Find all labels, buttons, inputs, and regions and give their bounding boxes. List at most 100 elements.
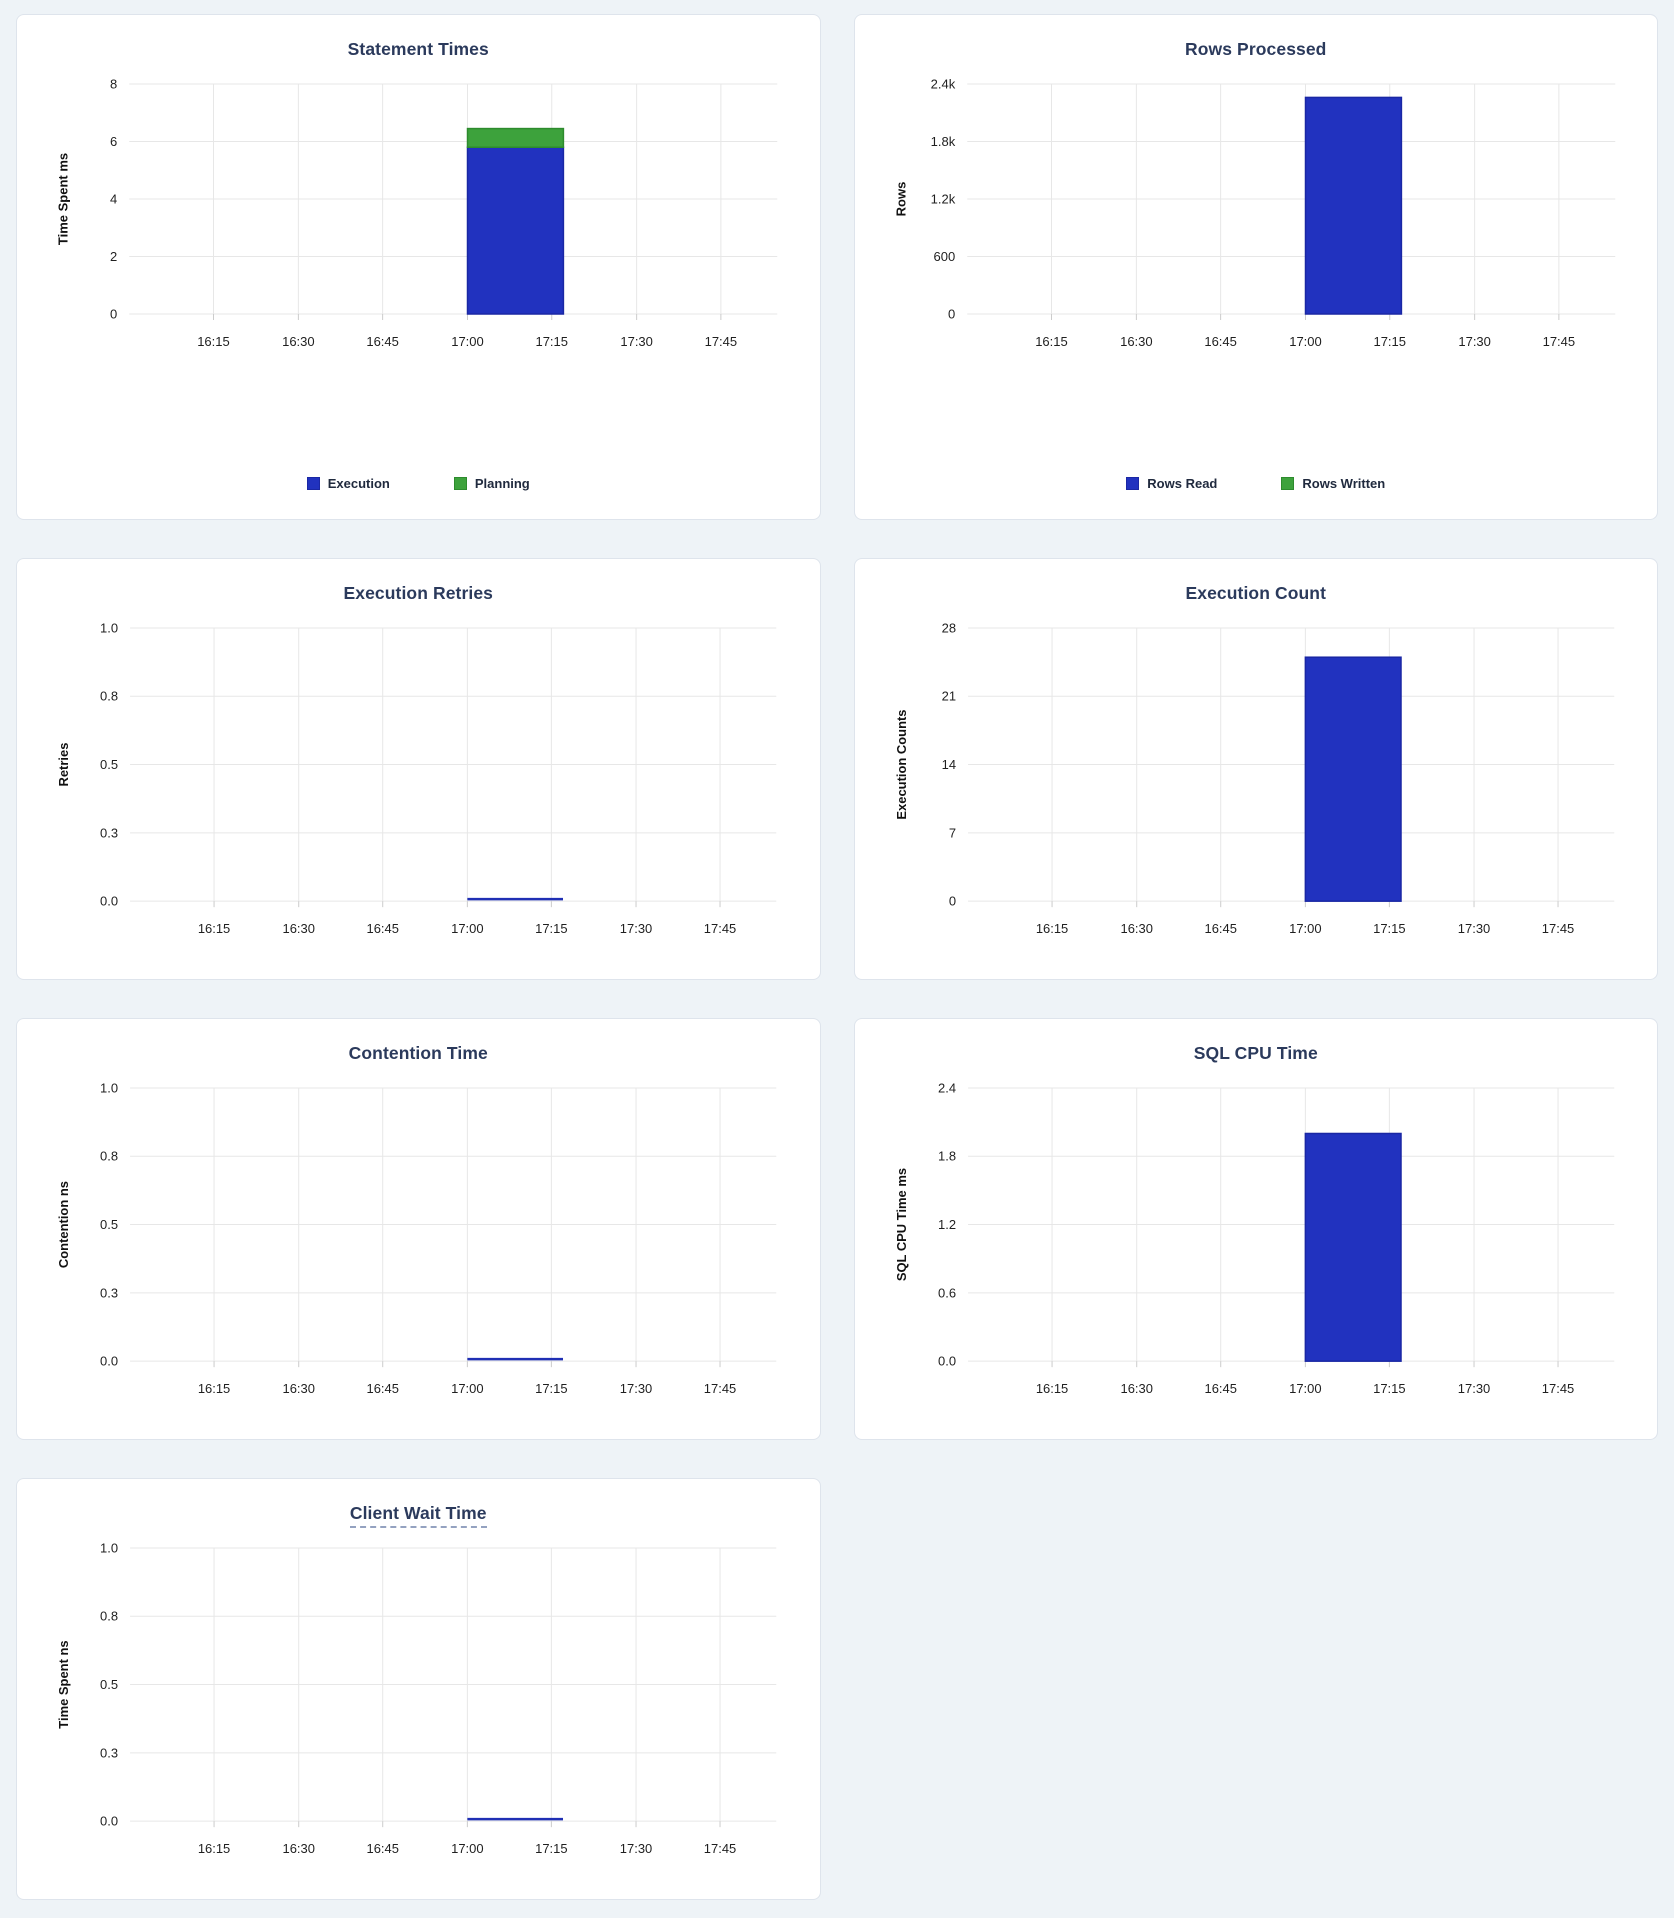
x-tick-label: 17:00 [1289, 1381, 1321, 1396]
y-tick-label: 0.5 [100, 1217, 118, 1232]
gridlines [130, 1087, 777, 1362]
chart-plot-area[interactable] [130, 628, 776, 901]
y-tick-label: 1.2 [938, 1217, 956, 1232]
y-tick-label: 0.5 [100, 1677, 118, 1692]
y-axis-ticks: 0 2 4 6 8 [110, 77, 117, 322]
x-tick-label: 16:15 [198, 1381, 230, 1396]
x-tick-label: 17:30 [1457, 1381, 1489, 1396]
x-tick-label: 17:45 [705, 334, 738, 349]
y-axis-label: Execution Counts [894, 710, 909, 820]
y-tick-label: 1.2k [930, 192, 955, 207]
chart-plot-area[interactable] [968, 628, 1614, 901]
x-tick-label: 16:15 [198, 921, 230, 936]
x-tick-marks [212, 314, 722, 320]
y-tick-label: 0.8 [100, 689, 118, 704]
gridlines [967, 627, 1614, 902]
legend-label: Execution [327, 476, 390, 491]
x-tick-label: 17:45 [704, 921, 736, 936]
gridlines [129, 83, 778, 315]
legend-item-planning[interactable]: Planning [453, 476, 530, 491]
x-tick-label: 17:45 [1541, 921, 1573, 936]
chart-title[interactable]: Client Wait Time [349, 1503, 487, 1528]
chart-svg-sql-cpu-time: 0.0 0.6 1.2 1.8 2.4 16:15 16:30 16:45 17:00 17:15… [894, 1080, 1614, 1396]
bar-segment-execution[interactable] [466, 146, 565, 315]
x-tick-label: 17:00 [451, 1841, 483, 1856]
gridlines [967, 1087, 1614, 1362]
legend-swatch [1281, 477, 1295, 490]
x-tick-label: 17:00 [451, 1381, 483, 1396]
bars [1304, 656, 1402, 902]
y-axis-ticks: 0 7 14 21 28 [941, 620, 955, 908]
chart-title-row: Execution Retries [37, 583, 800, 604]
y-tick-label: 0 [948, 894, 955, 909]
x-tick-label: 16:45 [1204, 1381, 1236, 1396]
legend-item-rows-written[interactable]: Rows Written [1281, 476, 1385, 491]
x-tick-label: 17:30 [1458, 334, 1491, 349]
chart-svg-client-wait-time: 0.0 0.3 0.5 0.8 1.0 16:15 16:30 16:45 17:00 17:15… [56, 1540, 777, 1856]
chart-title-row: SQL CPU Time [875, 1043, 1638, 1064]
y-tick-label: 0.0 [100, 1354, 118, 1369]
chart-plot-area[interactable] [968, 1088, 1614, 1361]
chart-legend: Execution Planning [37, 476, 800, 491]
x-tick-label: 16:45 [367, 921, 399, 936]
gridlines [130, 1547, 777, 1822]
chart-card-client-wait-time: Client Wait Time 0.0 0.3 0.5 0.8 1.0 16:15 16:3… [16, 1478, 821, 1900]
y-tick-label: 0.3 [100, 1285, 118, 1300]
x-tick-label: 17:30 [620, 334, 653, 349]
y-tick-label: 1.8 [938, 1149, 956, 1164]
x-tick-label: 16:30 [1120, 1381, 1152, 1396]
y-tick-label: 21 [941, 689, 955, 704]
y-tick-label: 8 [110, 77, 117, 92]
x-tick-label: 16:30 [283, 1381, 315, 1396]
chart-plot-area[interactable] [130, 1548, 776, 1821]
chart-plot-area[interactable] [130, 1088, 776, 1361]
bar-segment-sql-cpu-time[interactable] [1304, 1132, 1402, 1362]
chart-title-row: Contention Time [37, 1043, 800, 1064]
chart-svg-execution-count: 0 7 14 21 28 16:15 16:30 16:45 17:00 17:15 17:30 17… [894, 620, 1614, 936]
bar-segment-rows-read[interactable] [1304, 96, 1402, 315]
x-tick-label: 17:45 [704, 1841, 736, 1856]
x-axis-ticks: 16:15 16:30 16:45 17:00 17:15 17:30 17:45 [198, 1381, 736, 1396]
bar-segment-execution-count[interactable] [1304, 656, 1402, 902]
x-tick-label: 16:15 [1035, 1381, 1067, 1396]
y-axis-label: Retries [56, 743, 71, 787]
y-tick-label: 600 [933, 249, 955, 264]
chart-title: Contention Time [348, 1043, 488, 1063]
chart-title: Rows Processed [1185, 39, 1327, 59]
y-tick-label: 0.3 [100, 825, 118, 840]
x-tick-label: 17:30 [620, 1381, 652, 1396]
y-tick-label: 0.8 [100, 1609, 118, 1624]
x-tick-label: 16:30 [283, 921, 315, 936]
y-axis-label: Time Spent ns [56, 1640, 71, 1728]
chart-svg-rows-processed: 0 600 1.2k 1.8k 2.4k 16:15 16:30 16:45 17:00 17:1… [893, 77, 1615, 349]
legend-item-rows-read[interactable]: Rows Read [1126, 476, 1217, 491]
x-tick-label: 16:15 [1035, 334, 1068, 349]
chart-card-statement-times: Statement Times 0 2 4 6 8 16:15 16:30 16:45 17:00… [16, 14, 821, 520]
x-tick-label: 16:30 [1120, 334, 1153, 349]
bar-segment-planning[interactable] [466, 127, 565, 148]
y-tick-label: 0 [110, 307, 117, 322]
gridlines [130, 627, 777, 902]
chart-plot-area[interactable] [967, 84, 1615, 314]
chart-title-row: Statement Times [37, 39, 800, 60]
legend-label: Rows Read [1147, 476, 1218, 491]
y-tick-label: 1.0 [100, 1080, 118, 1095]
y-tick-label: 1.0 [100, 1540, 118, 1555]
x-tick-label: 16:15 [1035, 921, 1067, 936]
chart-card-execution-retries: Execution Retries 0.0 0.3 0.5 0.8 1.0 16:15 16:… [16, 558, 821, 980]
y-tick-label: 0.0 [100, 1814, 118, 1829]
legend-item-execution[interactable]: Execution [306, 476, 390, 491]
x-axis-ticks: 16:15 16:30 16:45 17:00 17:15 17:30 17:45 [197, 334, 737, 349]
x-axis-ticks: 16:15 16:30 16:45 17:00 17:15 17:30 17:45 [1035, 1381, 1573, 1396]
chart-title: Statement Times [347, 39, 489, 59]
chart-svg-contention-time: 0.0 0.3 0.5 0.8 1.0 16:15 16:30 16:45 17:00 17:15… [56, 1080, 777, 1396]
y-tick-label: 0.6 [938, 1285, 956, 1300]
y-tick-label: 1.8k [930, 134, 955, 149]
x-tick-label: 16:30 [282, 334, 315, 349]
chart-plot-area[interactable] [129, 84, 777, 314]
bars [1304, 1132, 1402, 1362]
x-tick-marks [213, 1821, 721, 1828]
y-tick-label: 0.3 [100, 1745, 118, 1760]
chart-title: Execution Count [1185, 583, 1327, 603]
